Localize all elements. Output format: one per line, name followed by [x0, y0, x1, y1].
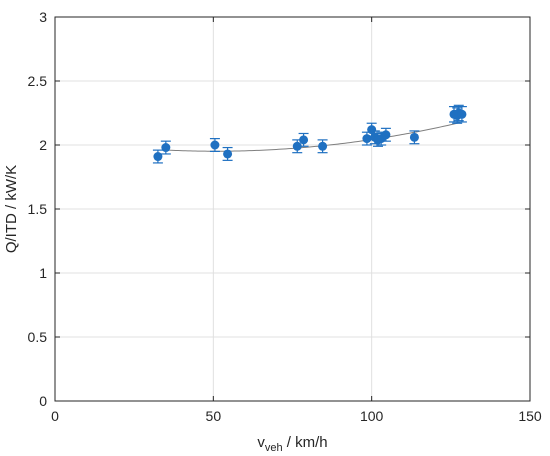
- y-tick-label: 3: [39, 9, 47, 25]
- data-point: [456, 105, 467, 123]
- y-tick-label: 1.5: [28, 201, 48, 217]
- data-points: [152, 104, 467, 164]
- x-tick-label: 0: [51, 408, 59, 424]
- data-point: [152, 149, 163, 164]
- x-tick-label: 50: [206, 408, 222, 424]
- grid: [55, 17, 530, 401]
- data-marker: [292, 141, 302, 151]
- data-marker: [153, 152, 163, 162]
- x-axis-label-unit: / km/h: [283, 434, 328, 451]
- y-tick-label: 0.5: [28, 329, 48, 345]
- data-marker: [409, 132, 419, 142]
- x-axis-label: vveh / km/h: [257, 434, 327, 454]
- data-marker: [223, 149, 233, 159]
- x-axis-label-main: v: [257, 434, 265, 451]
- data-point: [292, 139, 303, 154]
- data-marker: [318, 141, 328, 151]
- x-axis-label-subscript: veh: [265, 442, 283, 454]
- data-point: [409, 130, 420, 145]
- y-tick-label: 0: [39, 393, 47, 409]
- data-marker: [367, 125, 377, 135]
- y-tick-label: 1: [39, 265, 47, 281]
- y-tick-label: 2: [39, 137, 47, 153]
- data-point: [160, 140, 171, 155]
- ticks: 0 50 100 150 0 0.5 1 1.5 2 2.5 3: [28, 9, 542, 424]
- data-point: [380, 127, 391, 142]
- data-marker: [457, 109, 467, 119]
- x-tick-label: 150: [518, 408, 542, 424]
- data-point: [222, 146, 233, 161]
- data-marker: [161, 143, 171, 153]
- data-marker: [210, 140, 220, 150]
- y-axis-label: Q/ITD / kW/K: [3, 165, 20, 253]
- data-point: [298, 132, 309, 147]
- data-point: [209, 138, 220, 152]
- data-marker: [381, 130, 391, 140]
- x-tick-label: 100: [360, 408, 384, 424]
- data-point: [317, 139, 328, 154]
- y-tick-label: 2.5: [28, 73, 48, 89]
- data-marker: [299, 135, 309, 145]
